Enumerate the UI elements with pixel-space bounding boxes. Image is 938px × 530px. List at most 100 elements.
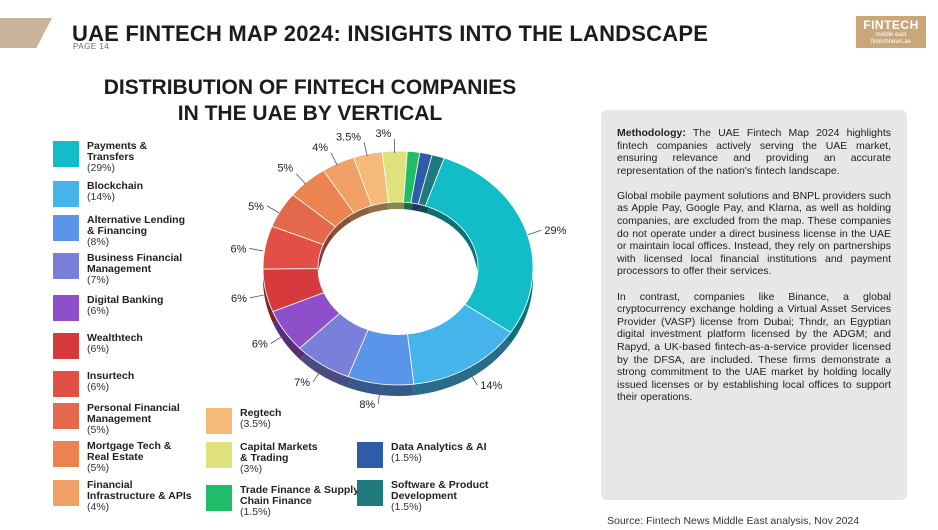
legend-label: Alternative Lending — [87, 214, 186, 226]
legend-item: Wealthtech (6%) — [53, 333, 143, 359]
legend-label: Mortgage Tech & — [87, 440, 172, 452]
legend-percent: (6%) — [87, 381, 110, 393]
slice-leader-line — [377, 389, 381, 404]
legend-label: Regtech — [240, 407, 282, 419]
methodology-paragraph-2: Global mobile payment solutions and BNPL… — [617, 189, 891, 278]
legend-item: Alternative Lending & Financing (8%) — [53, 215, 185, 248]
legend-label: Management — [87, 263, 152, 275]
slice-leader-line — [266, 205, 280, 214]
donut-slice — [417, 154, 445, 207]
legend-label: Digital Banking — [87, 294, 164, 306]
legend-swatch — [206, 408, 232, 434]
legend-text: Data Analytics & AI (1.5%) — [391, 442, 487, 464]
slice-leader-line — [312, 370, 322, 383]
legend-text: Regtech (3.5%) — [240, 408, 281, 430]
legend-percent: (3.5%) — [240, 418, 271, 430]
legend-item: Mortgage Tech & Real Estate (5%) — [53, 441, 171, 474]
legend-label: Personal Financial — [87, 402, 180, 414]
legend-item: Personal Financial Management (5%) — [53, 403, 180, 436]
legend-label: Data Analytics & AI — [391, 441, 487, 453]
methodology-text-1: The UAE Fintech Map 2024 highlights fint… — [617, 127, 891, 177]
slice-percent-label: 7% — [294, 377, 310, 389]
legend-label: Transfers — [87, 151, 135, 163]
legend-text: Payments & Transfers (29%) — [87, 141, 147, 174]
slice-percent-label: 5% — [277, 163, 293, 175]
legend-percent: (29%) — [87, 162, 116, 174]
legend-label: Capital Markets — [240, 441, 318, 453]
source-note: Source: Fintech News Middle East analysi… — [607, 515, 860, 527]
legend-text: Business Financial Management (7%) — [87, 253, 182, 286]
legend-text: Blockchain (14%) — [87, 181, 143, 203]
chart-title-line-1: DISTRIBUTION OF FINTECH COMPANIES — [103, 76, 517, 99]
legend-label: Management — [87, 413, 152, 425]
donut-slice — [424, 157, 534, 333]
brand-logo: FINTECH middle east fintechnews.ae — [856, 16, 926, 48]
legend-text: Trade Finance & Supply Chain Finance (1.5%… — [240, 485, 359, 518]
slice-leader-line — [330, 152, 338, 166]
legend-percent: (4%) — [87, 501, 110, 513]
slice-percent-label: 5% — [248, 201, 264, 213]
legend-item: Digital Banking (6%) — [53, 295, 163, 321]
legend-label: Blockchain — [87, 180, 144, 192]
legend-percent: (7%) — [87, 274, 110, 286]
legend-swatch — [53, 181, 79, 207]
slice-percent-label: 6% — [252, 339, 268, 351]
legend-item: Regtech (3.5%) — [206, 408, 281, 434]
legend-text: Digital Banking (6%) — [87, 295, 163, 317]
legend-label: Payments & — [87, 140, 148, 152]
legend-swatch — [53, 253, 79, 279]
legend-item: Capital Markets & Trading (3%) — [206, 442, 318, 475]
legend-label: Wealthtech — [87, 332, 143, 344]
legend-item: Financial Infrastructure & APIs (4%) — [53, 480, 192, 513]
chart-title: DISTRIBUTION OF FINTECH COMPANIES IN THE… — [60, 75, 560, 127]
legend-swatch — [53, 295, 79, 321]
legend-item: Payments & Transfers (29%) — [53, 141, 147, 174]
legend-percent: (14%) — [87, 191, 116, 203]
legend-text: Insurtech (6%) — [87, 371, 134, 393]
legend-label: & Financing — [87, 225, 148, 237]
slice-percent-label: 3.5% — [336, 131, 361, 143]
legend-item: Insurtech (6%) — [53, 371, 134, 397]
legend-text: Alternative Lending & Financing (8%) — [87, 215, 185, 248]
slice-percent-label: 14% — [480, 380, 502, 392]
legend-swatch — [53, 441, 79, 467]
legend-label: Insurtech — [87, 370, 135, 382]
legend-label: Financial — [87, 479, 133, 491]
brand-sub: middle east — [875, 32, 907, 38]
legend-item: Data Analytics & AI (1.5%) — [357, 442, 487, 468]
legend-percent: (6%) — [87, 305, 110, 317]
legend-percent: (8%) — [87, 236, 110, 248]
legend-item: Trade Finance & Supply Chain Finance (1.5%… — [206, 485, 359, 518]
legend-percent: (5%) — [87, 424, 110, 436]
legend-text: Capital Markets & Trading (3%) — [240, 442, 318, 475]
legend-swatch — [53, 480, 79, 506]
slice-leader-line — [363, 142, 368, 157]
legend-percent: (6%) — [87, 343, 110, 355]
brand-url: fintechnews.ae — [870, 39, 912, 45]
slice-percent-label: 8% — [359, 399, 375, 411]
methodology-box: Methodology: The UAE Fintech Map 2024 hi… — [601, 110, 907, 500]
donut-hole — [320, 209, 476, 335]
legend-text: Mortgage Tech & Real Estate (5%) — [87, 441, 171, 474]
legend-swatch — [206, 485, 232, 511]
legend-label: Chain Finance — [240, 495, 312, 507]
donut-chart: 29% 14% 8% 7% 6% 6% 6% 5% 5% 4% 3.5% 3% — [230, 128, 566, 411]
legend-percent: (1.5%) — [240, 506, 271, 518]
legend-percent: (1.5%) — [391, 501, 422, 513]
slice-percent-label: 4% — [312, 142, 328, 154]
legend-swatch — [357, 442, 383, 468]
slice-leader-line — [295, 173, 306, 185]
slice-leader-line — [527, 229, 542, 235]
slice-percent-label: 3% — [375, 128, 391, 140]
page-number: PAGE 14 — [73, 42, 110, 51]
legend-text: Personal Financial Management (5%) — [87, 403, 180, 436]
legend-swatch — [53, 403, 79, 429]
slice-percent-label: 29% — [544, 225, 566, 237]
legend-label: & Trading — [240, 452, 289, 464]
legend-text: Software & Product Development (1.5%) — [391, 480, 488, 513]
slice-leader-line — [270, 335, 283, 344]
slice-leader-line — [249, 294, 264, 299]
legend-percent: (1.5%) — [391, 452, 422, 464]
legend-label: Trade Finance & Supply — [240, 484, 360, 496]
legend-text: Financial Infrastructure & APIs (4%) — [87, 480, 192, 513]
